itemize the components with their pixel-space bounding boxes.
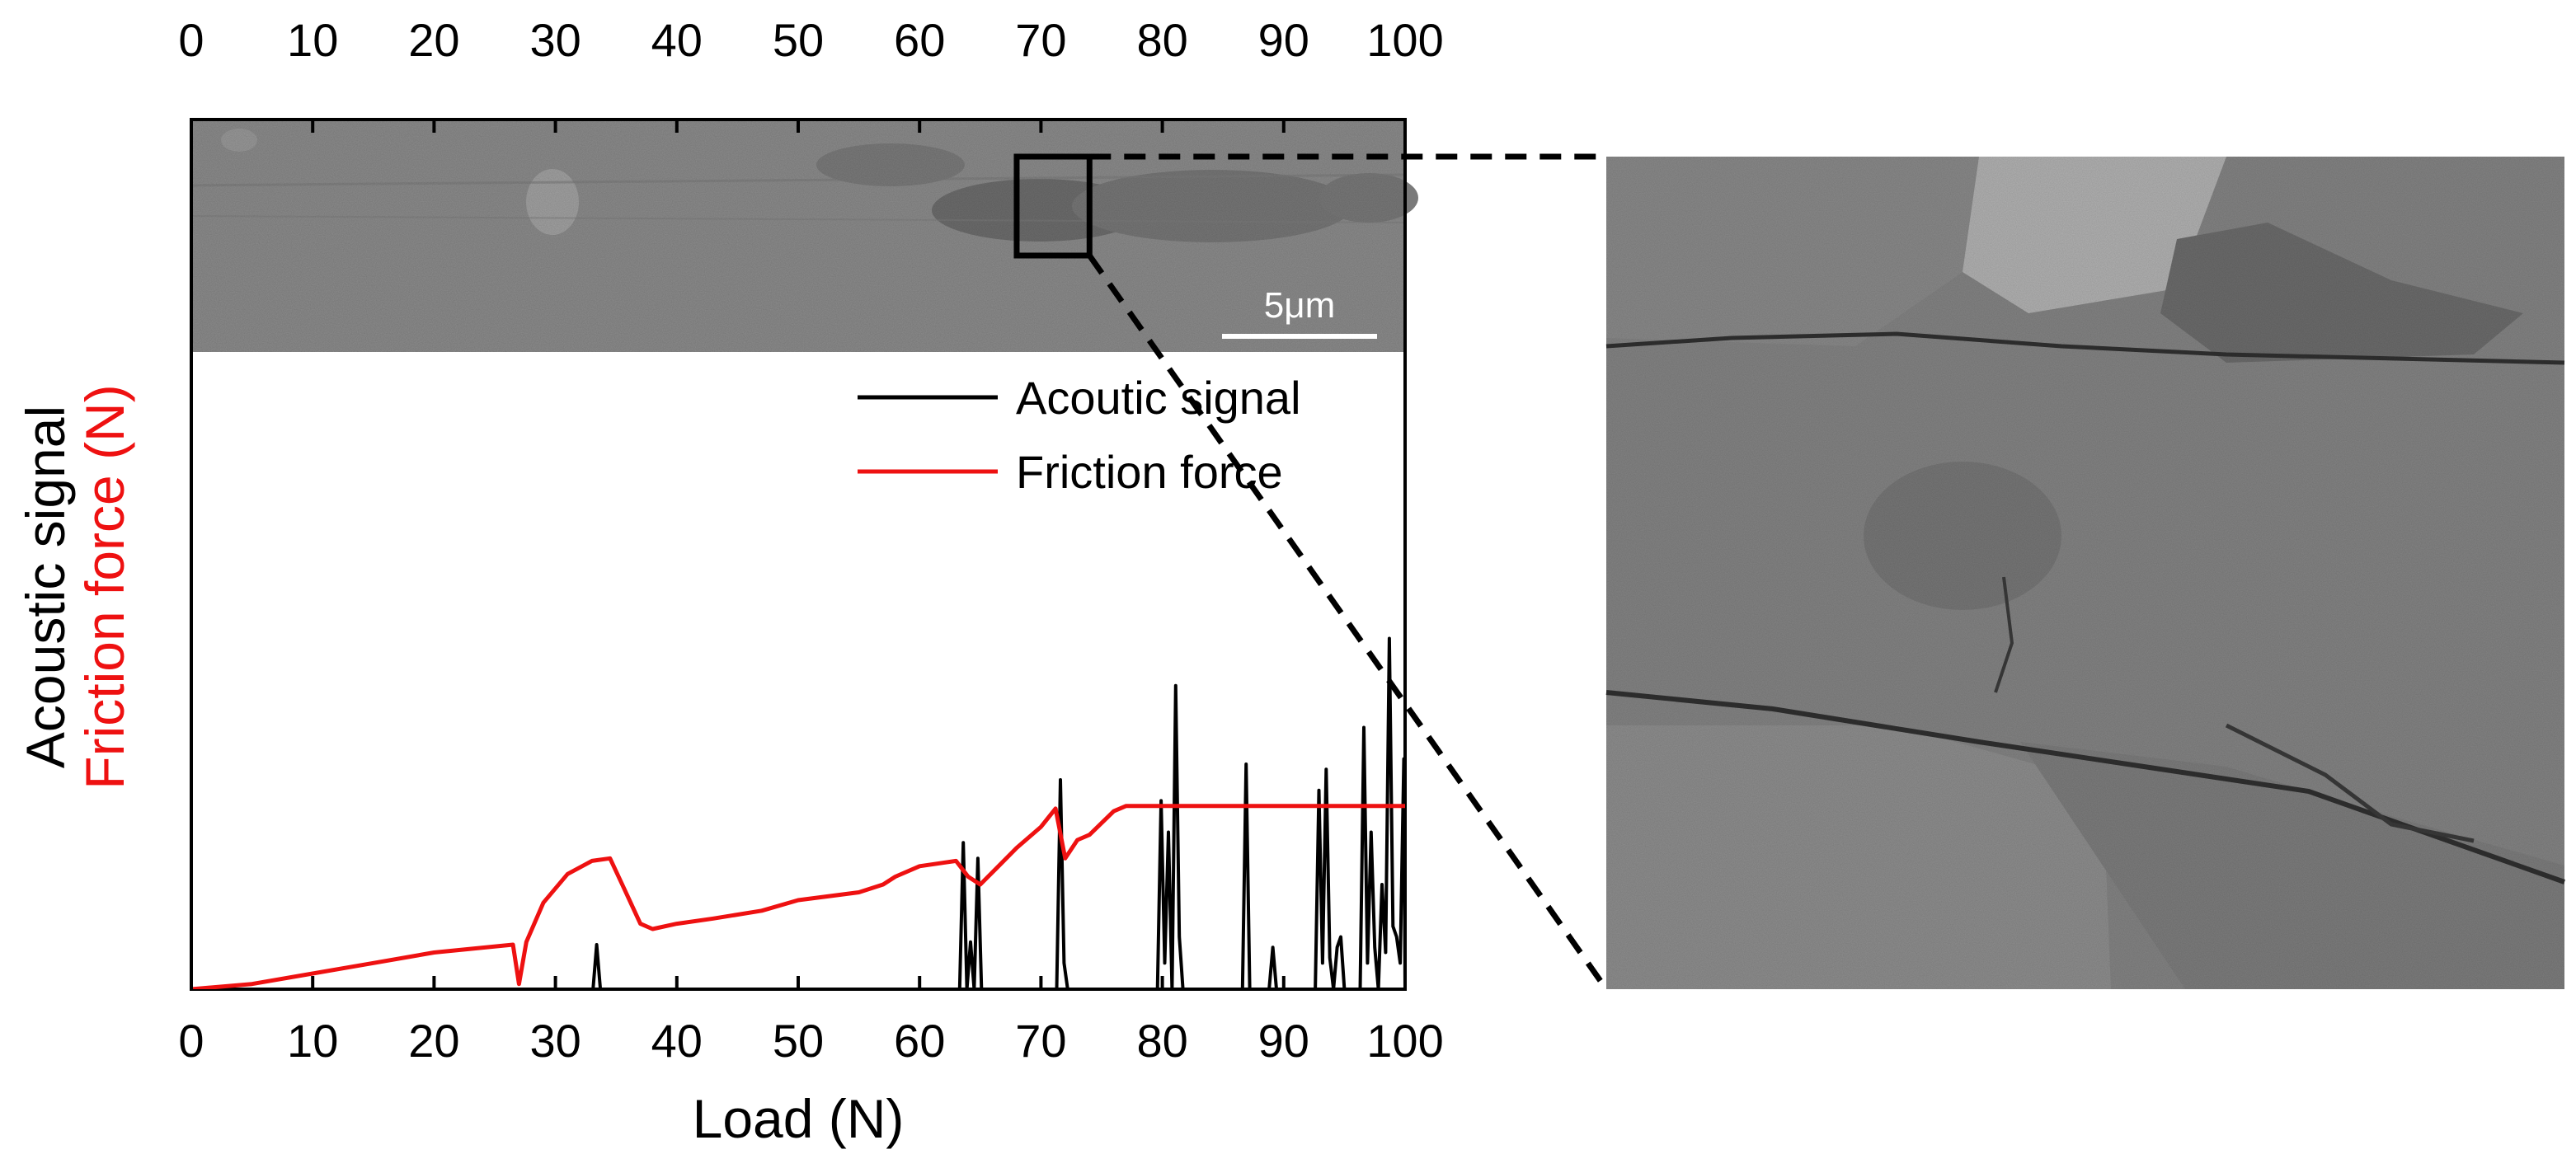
legend-label-friction: Friction force [1016,446,1283,498]
friction-force-series [191,804,1405,989]
top-x-axis-tick-label: 80 [1136,14,1187,66]
x-axis-tick-label: 80 [1136,1015,1187,1067]
legend-label-acoustic: Acoutic signal [1016,372,1301,424]
zoom-box [1013,153,1093,259]
top-x-axis-tick-label: 30 [529,14,581,66]
top-x-axis-tick-label: 100 [1366,14,1443,66]
x-axis-tick-label: 10 [287,1015,338,1067]
x-axis-tick-label: 50 [773,1015,824,1067]
top-x-axis-tick-label: 20 [408,14,459,66]
top-x-axis-tick-label: 90 [1258,14,1309,66]
acoustic-signal-line [191,636,1405,989]
top-x-axis-tick-label: 60 [894,14,945,66]
sem-zoom-image [1605,157,2566,989]
x-axis-tick-label: 20 [408,1015,459,1067]
y-axis-title-friction: Friction force (N) [74,384,135,789]
x-axis-tick-label: 30 [529,1015,581,1067]
friction-force-line [191,804,1405,989]
acoustic-signal-series [191,636,1405,989]
x-axis-title: Load (N) [693,1088,905,1149]
x-axis-tick-label: 60 [894,1015,945,1067]
top-x-axis-tick-label: 10 [287,14,338,66]
x-axis-tick-label: 70 [1015,1015,1066,1067]
scale-bar-label: 5μm [1264,285,1335,326]
x-axis-tick-label: 90 [1258,1015,1309,1067]
top-x-axis-tick-label: 40 [651,14,703,66]
zoom-connectors [1087,153,1609,992]
bottom-x-axis: 0 10 20 30 40 50 60 70 80 90 100 [178,976,1444,1067]
top-x-axis-tick-label: 0 [178,14,204,66]
top-x-axis: 0 10 20 30 40 50 60 70 80 90 100 [178,14,1444,133]
top-x-axis-tick-label: 70 [1015,14,1066,66]
y-axis-title-acoustic: Acoustic signal [15,406,76,768]
x-axis-tick-label: 40 [651,1015,703,1067]
top-x-axis-tick-label: 50 [773,14,824,66]
x-axis-tick-label: 100 [1366,1015,1443,1067]
legend: Acoutic signal Friction force [858,372,1301,498]
x-axis-tick-label: 0 [178,1015,204,1067]
